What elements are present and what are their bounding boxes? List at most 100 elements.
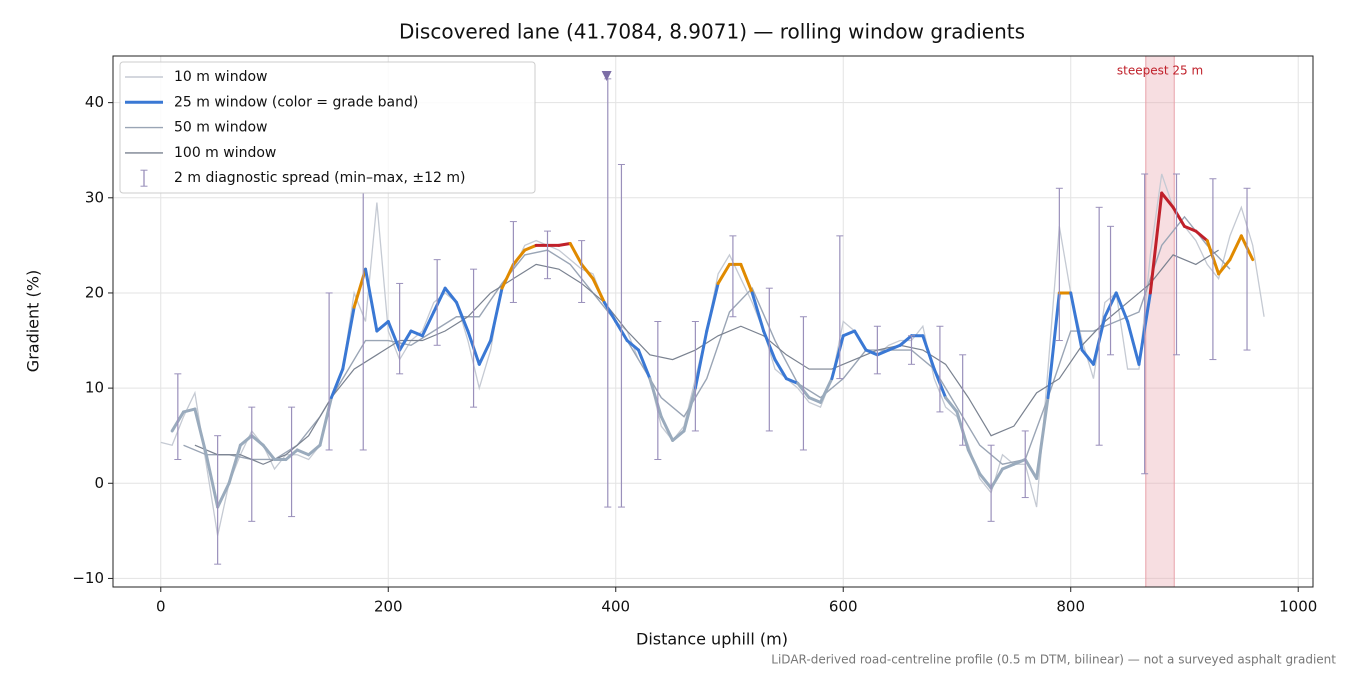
span-label: steepest 25 m: [1117, 64, 1203, 78]
graded-segment: [636, 348, 652, 381]
plot-area: [160, 78, 1265, 565]
graded-segment: [864, 348, 879, 357]
graded-segment: [671, 429, 686, 442]
graded-segment: [739, 262, 754, 295]
graded-segment: [182, 407, 197, 414]
x-tick-label: 0: [156, 598, 166, 616]
legend-box: [119, 61, 536, 194]
graded-segment: [1000, 462, 1016, 471]
graded-segment: [875, 348, 891, 357]
legend: 10 m window 25 m window (color = grade ba…: [119, 61, 536, 194]
graded-segment: [1148, 191, 1164, 295]
graded-segment: [477, 339, 493, 366]
plot-frame: [112, 55, 1314, 588]
graded-segment: [1069, 291, 1084, 352]
highlight-span: [1145, 55, 1175, 588]
graded-segment: [193, 407, 208, 457]
graded-segment: [1171, 205, 1186, 228]
graded-segment: [500, 262, 515, 290]
graded-segment: [375, 320, 390, 333]
graded-segment: [773, 358, 788, 381]
graded-segment: [227, 443, 242, 485]
graded-segment: [966, 448, 982, 476]
graded-segment: [648, 377, 663, 419]
graded-segment: [705, 281, 720, 333]
graded-segment: [659, 415, 675, 442]
graded-segment: [989, 467, 1004, 490]
graded-segment: [307, 443, 322, 457]
x-tick-label: 600: [829, 598, 858, 616]
x-tick-label: 800: [1056, 598, 1085, 616]
graded-segment: [1194, 229, 1209, 243]
graded-segment: [1228, 234, 1243, 262]
graded-segment: [784, 377, 800, 385]
graded-segment: [1012, 457, 1027, 466]
y-axis-label: Gradient (%): [24, 270, 43, 372]
graded-segment: [341, 305, 356, 371]
graded-segment: [750, 291, 766, 333]
graded-segment: [853, 329, 868, 352]
graded-segment: [432, 286, 447, 314]
graded-segment: [204, 453, 220, 509]
graded-segment: [443, 286, 459, 304]
legend-label: 50 m window: [174, 120, 267, 136]
graded-segment: [1035, 396, 1050, 481]
graded-segment: [1182, 224, 1198, 233]
graded-segment: [602, 300, 618, 323]
graded-segment: [898, 334, 913, 347]
graded-segment: [386, 320, 402, 352]
y-tick-label: 10: [85, 379, 104, 397]
graded-segment: [682, 386, 697, 433]
graded-segment: [420, 310, 436, 338]
graded-segment: [523, 243, 538, 252]
x-axis-label: Distance uphill (m): [636, 630, 788, 649]
graded-segment: [1160, 191, 1175, 209]
y-tick-label: 20: [85, 283, 104, 301]
graded-segment: [944, 396, 959, 414]
x-tick-label: 400: [601, 598, 630, 616]
graded-segment: [818, 377, 834, 404]
graded-segment: [511, 248, 527, 266]
graded-segment: [295, 448, 311, 457]
clip-marker: [601, 70, 612, 81]
graded-segment: [557, 241, 572, 247]
legend-label: 25 m window (color = grade band): [174, 94, 418, 110]
graded-segment: [978, 472, 993, 490]
graded-segment: [238, 434, 254, 447]
graded-segment: [580, 262, 595, 281]
x-tick-label: 1000: [1279, 598, 1317, 616]
graded-segment: [250, 434, 265, 447]
graded-segment: [261, 443, 277, 461]
graded-segment: [1217, 258, 1232, 276]
graded-segment: [455, 300, 470, 333]
graded-segment: [216, 481, 231, 509]
graded-segment: [398, 329, 413, 352]
x-tick-label: 200: [374, 598, 403, 616]
graded-segment: [841, 329, 857, 338]
y-tick-label: 0: [94, 474, 104, 492]
graded-segment: [364, 267, 379, 333]
graded-segment: [409, 329, 424, 338]
graded-segment: [807, 396, 822, 404]
line-series: [183, 215, 1231, 465]
graded-segment: [1114, 291, 1130, 323]
graded-segment: [1046, 291, 1061, 400]
graded-segment: [591, 277, 606, 304]
graded-segment: [329, 367, 345, 400]
graded-segment: [921, 334, 936, 371]
graded-segment: [1126, 320, 1141, 366]
line-series: [194, 249, 1219, 465]
graded-segment: [489, 286, 504, 343]
legend-label: 100 m window: [174, 145, 276, 161]
y-tick-label: 40: [85, 93, 104, 111]
graded-segment: [693, 329, 709, 390]
graded-segment: [830, 334, 845, 381]
chart-title: Discovered lane (41.7084, 8.9071) — roll…: [399, 20, 1025, 44]
y-tick-label: −10: [72, 569, 104, 587]
legend-label: 2 m diagnostic spread (min–max, ±12 m): [174, 170, 465, 186]
y-tick-label: 30: [85, 188, 104, 206]
graded-segment: [716, 262, 731, 285]
footnote: LiDAR-derived road-centreline profile (0…: [771, 653, 1336, 667]
graded-segment: [568, 241, 584, 266]
